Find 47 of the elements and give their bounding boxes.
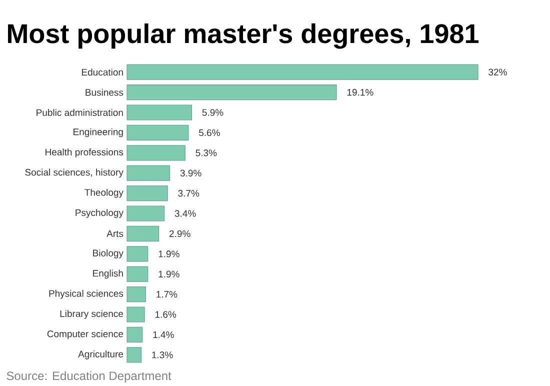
bar <box>126 104 192 120</box>
bar <box>126 165 170 181</box>
bar <box>126 306 145 322</box>
y-tick-label: Engineering <box>74 128 123 138</box>
y-tick-label: Theology <box>84 188 124 198</box>
bar <box>126 326 143 342</box>
data-label: 5.9% <box>202 109 224 116</box>
bar <box>126 226 160 242</box>
y-tick-label: Public administration <box>36 109 123 116</box>
y-tick-label: Health professions <box>46 148 124 158</box>
bar <box>126 145 186 161</box>
data-label: 3.7% <box>178 190 200 197</box>
y-tick-label: Arts <box>106 230 124 238</box>
y-tick-label: Library science <box>60 310 124 319</box>
data-label: 1.9% <box>158 270 180 278</box>
data-label: 1.6% <box>155 311 176 318</box>
bar <box>126 84 337 100</box>
bar <box>126 246 148 262</box>
y-tick-label: Computer science <box>47 330 124 340</box>
data-label: 1.3% <box>152 352 173 358</box>
y-tick-label: Business <box>86 88 124 96</box>
y-tick-label: Agriculture <box>78 350 124 360</box>
bar <box>126 64 478 80</box>
y-tick-label: English <box>93 270 123 279</box>
data-label: 19.1% <box>347 88 374 96</box>
bar <box>126 347 142 363</box>
bar <box>126 124 189 140</box>
data-label: 3.4% <box>174 210 196 217</box>
bar <box>126 206 165 222</box>
data-label: 5.6% <box>199 129 220 136</box>
y-tick-label: Biology <box>93 249 124 258</box>
source-note: Source: Education Department <box>6 371 172 382</box>
y-tick-label: Social sciences, history <box>25 168 124 178</box>
data-label: 3.9% <box>180 170 202 176</box>
y-tick-label: Education <box>82 68 123 76</box>
bar <box>126 286 146 302</box>
bar <box>126 266 148 282</box>
data-label: 2.9% <box>169 230 190 238</box>
data-label: 32% <box>488 68 507 76</box>
bar <box>126 185 168 202</box>
chart-title: Most popular master's degrees, 1981 <box>8 23 479 49</box>
y-tick-label: Psychology <box>76 209 124 218</box>
y-tick-label: Physical sciences <box>49 290 124 299</box>
data-label: 1.4% <box>153 331 174 338</box>
data-label: 5.3% <box>196 150 217 156</box>
data-label: 1.7% <box>156 290 178 298</box>
data-label: 1.9% <box>158 250 180 258</box>
